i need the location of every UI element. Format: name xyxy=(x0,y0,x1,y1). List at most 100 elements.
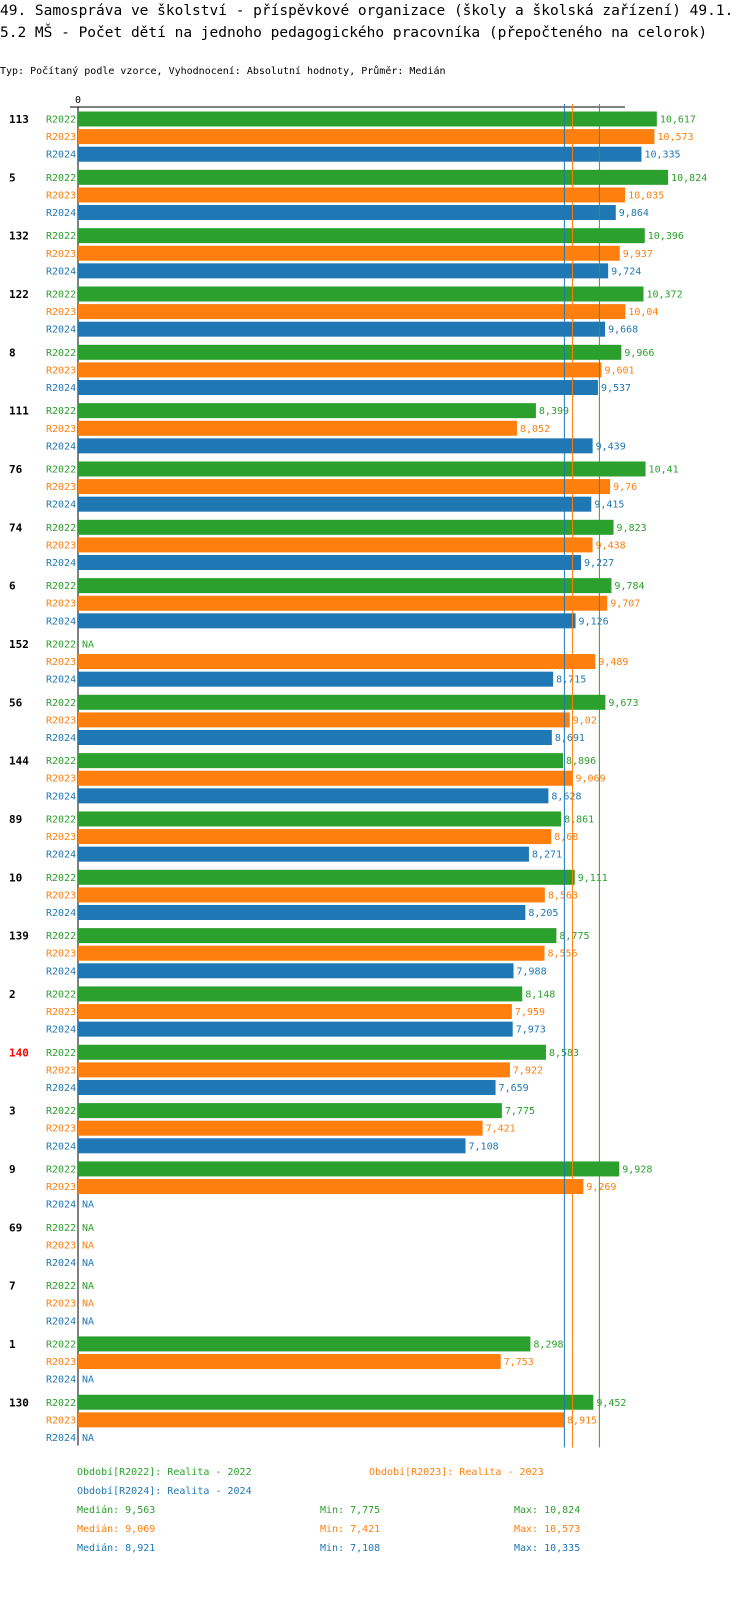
group-label: 9 xyxy=(9,1163,16,1176)
group-label: 111 xyxy=(9,405,29,418)
bar-value-label: 9,864 xyxy=(619,208,649,219)
series-row-label: R2024 xyxy=(46,675,76,686)
series-row-label: R2023 xyxy=(46,1415,76,1426)
bar-value-label: 9,937 xyxy=(623,249,653,260)
group-label: 5 xyxy=(9,171,16,184)
bar-value-label: 8,68 xyxy=(554,832,578,843)
series-row-label: R2024 xyxy=(46,791,76,802)
bar-value-label: 9,707 xyxy=(610,599,640,610)
series-row-label: R2024 xyxy=(46,616,76,627)
bar xyxy=(78,438,593,454)
bar xyxy=(78,654,596,670)
bar xyxy=(78,380,598,396)
series-row-label: R2022 xyxy=(46,873,76,884)
series-row-label: R2023 xyxy=(46,365,76,376)
series-row-label: R2024 xyxy=(46,150,76,161)
bar xyxy=(78,146,642,162)
bar-value-label: 9,784 xyxy=(614,581,644,592)
series-row-label: R2022 xyxy=(46,639,76,650)
bar xyxy=(78,811,562,827)
group-label: 89 xyxy=(9,813,22,826)
bar-value-label: 9,928 xyxy=(622,1164,652,1175)
bar-value-label: 8,563 xyxy=(548,890,578,901)
bar xyxy=(78,1412,565,1428)
bar xyxy=(78,169,669,185)
bar-value-label: 10,573 xyxy=(657,132,693,143)
bar xyxy=(78,730,552,745)
series-row-label: R2024 xyxy=(46,1200,76,1211)
series-row-label: R2023 xyxy=(46,307,76,318)
bar-value-label: 9,438 xyxy=(596,540,626,551)
na-label: NA xyxy=(82,1299,94,1310)
bar xyxy=(78,537,593,553)
series-row-label: R2024 xyxy=(46,500,76,511)
group-label: 139 xyxy=(9,930,29,943)
bar xyxy=(78,986,523,1002)
bar xyxy=(78,1044,546,1060)
group-label: 7 xyxy=(9,1280,16,1293)
bar-value-label: 8,298 xyxy=(533,1339,563,1350)
bar-value-label: 7,988 xyxy=(517,966,547,977)
bar xyxy=(78,519,614,535)
series-row-label: R2022 xyxy=(46,289,76,300)
bar-value-label: 8,691 xyxy=(555,733,585,744)
bar xyxy=(78,846,529,862)
bar xyxy=(78,286,644,302)
bar xyxy=(78,887,545,903)
series-row-label: R2022 xyxy=(46,931,76,942)
series-row-label: R2023 xyxy=(46,1124,76,1135)
bar xyxy=(78,1161,620,1177)
bar xyxy=(78,461,646,477)
bar xyxy=(78,770,573,786)
bar xyxy=(78,869,575,885)
group-label: 3 xyxy=(9,1105,16,1118)
series-row-label: R2024 xyxy=(46,441,76,452)
bar xyxy=(78,321,606,337)
bar xyxy=(78,945,545,961)
bar-value-label: 9,269 xyxy=(586,1182,616,1193)
bar xyxy=(78,245,620,261)
series-row-label: R2023 xyxy=(46,657,76,668)
bar xyxy=(78,613,576,629)
series-row-label: R2023 xyxy=(46,482,76,493)
bar-value-label: 7,973 xyxy=(516,1025,546,1036)
series-row-label: R2023 xyxy=(46,1007,76,1018)
bar-value-label: 9,489 xyxy=(598,657,628,668)
series-row-label: R2024 xyxy=(46,1025,76,1036)
series-row-label: R2023 xyxy=(46,890,76,901)
bar-value-label: 9,966 xyxy=(624,348,654,359)
bar-value-label: 9,537 xyxy=(601,383,631,394)
series-row-label: R2022 xyxy=(46,1048,76,1059)
bar-value-label: 8,896 xyxy=(566,756,596,767)
chart-subtitle: Typ: Počítaný podle vzorce, Vyhodnocení:… xyxy=(0,66,446,77)
bar-value-label: 7,659 xyxy=(499,1083,529,1094)
series-row-label: R2022 xyxy=(46,1106,76,1117)
bar xyxy=(78,420,517,436)
bar xyxy=(78,1179,584,1195)
series-row-label: R2024 xyxy=(46,325,76,336)
series-row-label: R2024 xyxy=(46,1083,76,1094)
bar xyxy=(78,1354,501,1370)
bar-value-label: 10,372 xyxy=(646,289,682,300)
bar xyxy=(78,1103,502,1119)
bar xyxy=(78,1394,594,1410)
group-label: 152 xyxy=(9,638,29,651)
series-row-label: R2022 xyxy=(46,1281,76,1292)
group-label: 74 xyxy=(9,521,23,534)
group-label: 6 xyxy=(9,580,16,593)
series-row-label: R2022 xyxy=(46,464,76,475)
series-row-label: R2024 xyxy=(46,850,76,861)
series-row-label: R2024 xyxy=(46,266,76,277)
group-label: 140 xyxy=(9,1046,29,1059)
na-label: NA xyxy=(82,1200,94,1211)
bar xyxy=(78,963,514,979)
series-row-label: R2022 xyxy=(46,581,76,592)
group-label: 69 xyxy=(9,1221,22,1234)
series-row-label: R2023 xyxy=(46,599,76,610)
bar-value-label: 9,673 xyxy=(608,698,638,709)
series-row-label: R2022 xyxy=(46,231,76,242)
bar xyxy=(78,344,622,360)
series-row-label: R2024 xyxy=(46,558,76,569)
group-label: 132 xyxy=(9,230,29,243)
bar-value-label: 9,452 xyxy=(596,1398,626,1409)
